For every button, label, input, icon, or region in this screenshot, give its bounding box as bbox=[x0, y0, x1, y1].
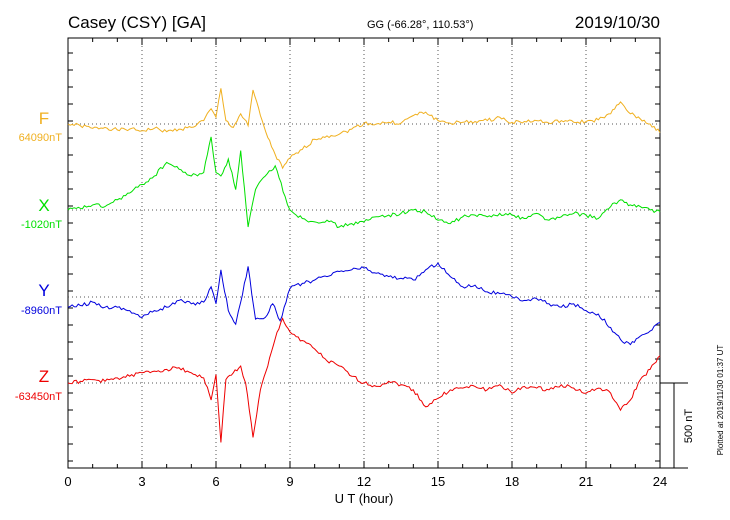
series-line-z bbox=[67, 317, 661, 443]
date-label: 2019/10/30 bbox=[575, 13, 660, 32]
grid bbox=[141, 38, 587, 468]
x-tick-label: 12 bbox=[357, 474, 371, 489]
baseline-value-f: 64090nT bbox=[19, 132, 63, 144]
component-labels: F 64090nT X -1020nT Y -8960nT Z -63450nT bbox=[15, 109, 62, 403]
series-name-z: Z bbox=[39, 367, 49, 386]
scale-bar: 500 nT bbox=[660, 382, 695, 469]
x-tick-labels: 0 3 6 9 12 15 18 21 24 bbox=[64, 474, 667, 489]
tick-marks bbox=[67, 38, 661, 468]
x-tick-label: 9 bbox=[286, 474, 293, 489]
baseline-value-z: -63450nT bbox=[15, 391, 62, 403]
series-name-f: F bbox=[39, 109, 49, 128]
x-tick-label: 0 bbox=[64, 474, 71, 489]
plotted-note: Plotted at 2019/11/30 01:37 UT bbox=[716, 345, 725, 456]
x-tick-label: 6 bbox=[212, 474, 219, 489]
baseline-value-x: -1020nT bbox=[21, 219, 62, 231]
series-line-y bbox=[67, 262, 661, 346]
x-tick-label: 18 bbox=[505, 474, 519, 489]
station-title: Casey (CSY) [GA] bbox=[68, 13, 206, 32]
series-name-x: X bbox=[38, 196, 49, 215]
x-axis-title: U T (hour) bbox=[335, 491, 394, 506]
baseline-value-y: -8960nT bbox=[21, 305, 62, 317]
x-tick-label: 21 bbox=[579, 474, 593, 489]
scale-bar-label: 500 nT bbox=[683, 409, 695, 444]
series-lines bbox=[67, 88, 661, 443]
series-name-y: Y bbox=[38, 281, 49, 300]
x-tick-label: 15 bbox=[431, 474, 445, 489]
series-line-x bbox=[67, 136, 661, 229]
x-tick-label: 3 bbox=[138, 474, 145, 489]
x-tick-label: 24 bbox=[653, 474, 667, 489]
coords-label: GG (-66.28°, 110.53°) bbox=[367, 19, 473, 31]
series-line-f bbox=[67, 88, 661, 170]
